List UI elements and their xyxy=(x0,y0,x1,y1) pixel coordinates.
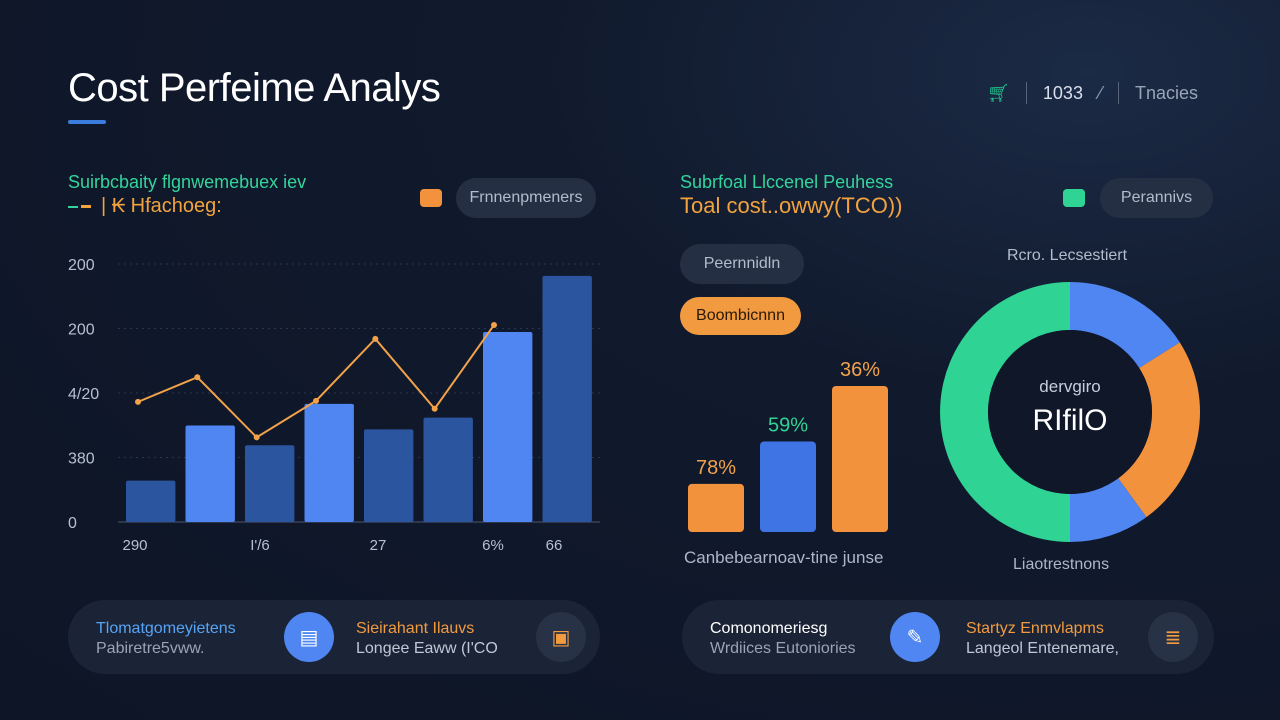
header-right: 🛒︎ 1033 ⁄ Tnacies xyxy=(987,78,1198,108)
edit-icon[interactable]: ✎ xyxy=(890,612,940,662)
green-legend-swatch xyxy=(1063,189,1085,207)
bar xyxy=(245,445,295,522)
combo-chart: 200 200 4/20 380 0 290 I'/6 27 6% 66 xyxy=(68,257,600,554)
left-subtitle-text: | ₭ Hfachoeg: xyxy=(101,195,222,217)
donut-slice xyxy=(1118,342,1200,518)
divider xyxy=(1025,82,1027,104)
y-tick-label: 380 xyxy=(68,451,95,468)
y-tick-label: 4/20 xyxy=(68,386,99,403)
dollar-bills-icon[interactable]: ▤ xyxy=(284,612,334,662)
left-subtitle: Suirbcbaity flgnwemebuex iev xyxy=(68,172,307,192)
divider xyxy=(1117,82,1119,104)
donut-slice xyxy=(1070,282,1180,369)
bar xyxy=(423,417,473,522)
x-tick-label: 6% xyxy=(482,537,504,554)
y-tick-label: 200 xyxy=(68,257,95,274)
line-point xyxy=(431,405,438,412)
card-title: Tlomatgomeyietens xyxy=(96,620,236,637)
line-point xyxy=(253,434,260,441)
bar xyxy=(542,275,592,522)
card-subtitle: Longee Eaww (I'CO xyxy=(356,640,498,657)
card-title: Startyz Enmvlapms xyxy=(966,620,1104,637)
percent-bar-chart: 78% 59% 36% xyxy=(688,359,888,532)
summary-card-left[interactable]: Tlomatgomeyietens Pabiretre5vww. ▤ Sieir… xyxy=(68,600,600,674)
line-point xyxy=(135,398,141,405)
data-label: 36% xyxy=(840,359,880,381)
title-underline xyxy=(68,120,106,124)
donut-center-label: dervgiro xyxy=(1039,377,1100,396)
bar xyxy=(364,429,414,522)
x-tick-label: 290 xyxy=(122,537,147,554)
y-tick-label: 0 xyxy=(68,515,77,532)
donut-title: Rcro. Lecsestiert xyxy=(1007,247,1128,264)
donut-hole xyxy=(988,330,1152,494)
card-subtitle: Langeol Entenemare, xyxy=(966,640,1119,657)
data-label: 59% xyxy=(768,414,808,436)
x-tick-label: 66 xyxy=(546,537,563,554)
line-point xyxy=(313,397,319,404)
active-filter-pill[interactable]: Boombicnnn xyxy=(680,297,801,335)
x-tick-label: I'/6 xyxy=(250,537,270,554)
line-point xyxy=(372,335,379,342)
left-legend-pill[interactable]: Frnnenpmeners xyxy=(456,178,596,218)
line-point xyxy=(491,322,497,329)
donut-center-value: RIfilO xyxy=(1033,404,1108,437)
data-label: 78% xyxy=(696,457,736,479)
right-legend-pill[interactable]: Perannivs xyxy=(1100,178,1213,218)
bar xyxy=(760,441,816,532)
donut-chart: dervgiro RIfilO xyxy=(940,282,1200,542)
donut-slice xyxy=(1070,478,1147,542)
line-legend-icon xyxy=(68,205,91,208)
stack-icon[interactable]: ≣ xyxy=(1148,612,1198,662)
bar xyxy=(304,403,354,522)
chevron-icon[interactable]: ⁄ xyxy=(1098,82,1102,103)
bar xyxy=(832,386,888,532)
bar xyxy=(688,483,744,532)
filter-pill[interactable]: Peernnidln xyxy=(680,244,804,284)
card-title: Comonomeriesg xyxy=(710,620,828,637)
bar xyxy=(483,331,533,522)
donut-slice xyxy=(940,282,1070,542)
x-tick-label: 27 xyxy=(370,537,387,554)
bar xyxy=(185,425,235,522)
bar xyxy=(126,480,176,522)
left-subtitle-secondary: | ₭ Hfachoeg: xyxy=(68,195,222,218)
right-subtitle: Subrfoal Llccenel Peuhess xyxy=(680,172,894,192)
page-title: Cost Perfeime Analys xyxy=(68,66,441,110)
right-subtitle-secondary: Toal cost..owwy(TCO)) xyxy=(680,193,903,218)
line-point xyxy=(194,374,201,381)
card-subtitle: Wrdiices Eutoniories xyxy=(710,640,856,657)
header-link[interactable]: Tnacies xyxy=(1134,82,1198,103)
card-title: Sieirahant Ilauvs xyxy=(356,620,475,637)
header-value: 1033 xyxy=(1042,82,1083,103)
orange-legend-swatch xyxy=(420,189,442,207)
chart-box-icon[interactable]: ▣ xyxy=(536,612,586,662)
cart-icon[interactable]: 🛒︎ xyxy=(987,82,1010,103)
bar-caption: Canbebearnoav-tine junse xyxy=(684,548,884,567)
card-subtitle: Pabiretre5vww. xyxy=(96,640,205,657)
donut-caption: Liaotrestnons xyxy=(1013,556,1110,573)
summary-card-right[interactable]: Comonomeriesg Wrdiices Eutoniories ✎ Sta… xyxy=(682,600,1214,674)
y-tick-label: 200 xyxy=(68,322,95,339)
